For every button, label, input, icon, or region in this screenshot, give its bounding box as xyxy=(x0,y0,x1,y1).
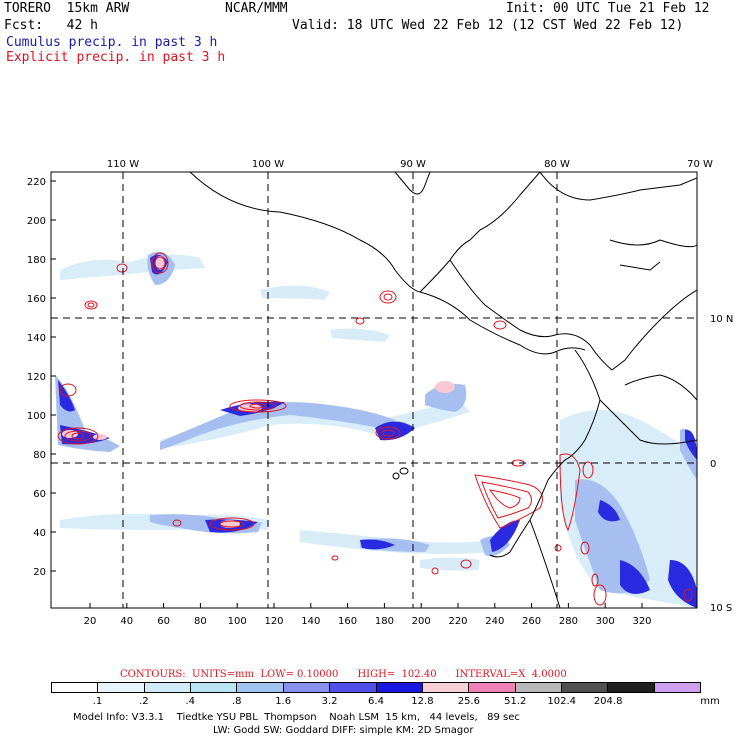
y-tick-label: 60 xyxy=(33,489,46,500)
lat-label: 10 N xyxy=(710,314,733,325)
x-tick-label: 320 xyxy=(632,616,651,627)
x-tick-label: 260 xyxy=(522,616,541,627)
model-info-line1: Model Info: V3.3.1 Tiedtke YSU PBL Thomp… xyxy=(73,712,520,723)
lon-label: 90 W xyxy=(400,159,426,170)
y-tick-label: 140 xyxy=(27,333,46,344)
latitude-labels: 10 N 0 10 S xyxy=(710,314,733,614)
x-axis-ticks: 20 40 60 80 100 120 140 160 180 200 220 240 260 280 30… xyxy=(84,603,652,627)
colorbar-label: 25.6 xyxy=(457,696,480,707)
x-tick-label: 240 xyxy=(485,616,504,627)
org-label: NCAR/MMM xyxy=(225,1,288,16)
y-tick-label: 120 xyxy=(27,372,46,383)
colorbar-swatch xyxy=(515,683,562,692)
x-tick-label: 80 xyxy=(194,616,207,627)
x-tick-label: 100 xyxy=(228,616,247,627)
colorbar-label: 12.8 xyxy=(411,696,434,707)
y-tick-label: 160 xyxy=(27,294,46,305)
field-explicit-label: Explicit precip. in past 3 h xyxy=(6,50,226,65)
model-info-line2: LW: Godd SW: Goddard DIFF: simple KM: 2D… xyxy=(213,725,474,736)
precip-fields xyxy=(51,172,697,608)
x-tick-label: 220 xyxy=(448,616,467,627)
colorbar-swatch xyxy=(98,683,145,692)
colorbar-swatch xyxy=(52,683,99,692)
forecast-hour: Fcst: 42 h xyxy=(4,18,98,33)
x-tick-label: 300 xyxy=(596,616,615,627)
colorbar-label: .8 xyxy=(231,696,242,707)
x-tick-label: 120 xyxy=(264,616,283,627)
lat-label: 10 S xyxy=(710,603,732,614)
lon-label: 80 W xyxy=(544,159,570,170)
colorbar-label: .2 xyxy=(139,696,149,707)
y-axis-ticks: 220 200 180 160 140 120 100 80 60 40 20 xyxy=(27,177,56,578)
x-tick-label: 280 xyxy=(559,616,578,627)
colorbar-label: 3.2 xyxy=(321,696,338,707)
coastlines xyxy=(189,172,697,608)
map-frame xyxy=(50,171,698,609)
colorbar xyxy=(51,682,701,693)
x-tick-label: 40 xyxy=(120,616,133,627)
y-tick-label: 200 xyxy=(27,216,46,227)
field-cumulus-label: Cumulus precip. in past 3 h xyxy=(6,35,218,50)
colorbar-label: 1.6 xyxy=(275,696,292,707)
explicit-precip-contours xyxy=(57,252,693,606)
y-tick-label: 20 xyxy=(33,567,46,578)
colorbar-label: 6.4 xyxy=(368,696,384,707)
model-title: TORERO 15km ARW xyxy=(4,1,130,16)
y-tick-label: 100 xyxy=(27,411,46,422)
colorbar-swatch xyxy=(283,683,331,692)
x-tick-label: 60 xyxy=(157,616,170,627)
colorbar-swatch xyxy=(469,683,516,692)
colorbar-label: 204.8 xyxy=(593,696,623,707)
colorbar-unit: mm xyxy=(700,696,720,707)
longitude-labels: 110 W 100 W 90 W 80 W 70 W xyxy=(107,159,713,170)
y-tick-label: 40 xyxy=(33,528,46,539)
colorbar-swatch xyxy=(561,683,609,692)
lon-label: 110 W xyxy=(107,159,139,170)
x-tick-label: 140 xyxy=(301,616,320,627)
y-tick-label: 180 xyxy=(27,255,46,266)
y-tick-label: 80 xyxy=(33,450,46,461)
colorbar-label: 51.2 xyxy=(504,696,527,707)
colorbar-swatch xyxy=(654,683,701,692)
contours-info: CONTOURS: UNITS=mm LOW= 0.10000 HIGH= 10… xyxy=(120,669,567,680)
valid-time: Valid: 18 UTC Wed 22 Feb 12 (12 CST Wed … xyxy=(292,18,684,33)
colorbar-label: 102.4 xyxy=(547,696,577,707)
colorbar-swatch xyxy=(237,683,284,692)
colorbar-swatch xyxy=(376,683,423,692)
lon-label: 100 W xyxy=(252,159,284,170)
lon-label: 70 W xyxy=(687,159,713,170)
colorbar-swatch xyxy=(330,683,377,692)
init-time: Init: 00 UTC Tue 21 Feb 12 xyxy=(506,1,710,16)
x-tick-label: 160 xyxy=(338,616,357,627)
y-tick-label: 220 xyxy=(27,177,46,188)
colorbar-label: .4 xyxy=(185,696,196,707)
colorbar-swatch xyxy=(608,683,655,692)
x-tick-label: 20 xyxy=(84,616,97,627)
x-tick-label: 180 xyxy=(375,616,394,627)
lat-label: 0 xyxy=(710,459,716,470)
colorbar-swatch xyxy=(422,683,470,692)
colorbar-swatch xyxy=(144,683,192,692)
colorbar-swatch xyxy=(191,683,238,692)
colorbar-label: .1 xyxy=(92,696,103,707)
x-tick-label: 200 xyxy=(412,616,431,627)
latlon-grid xyxy=(51,172,697,608)
